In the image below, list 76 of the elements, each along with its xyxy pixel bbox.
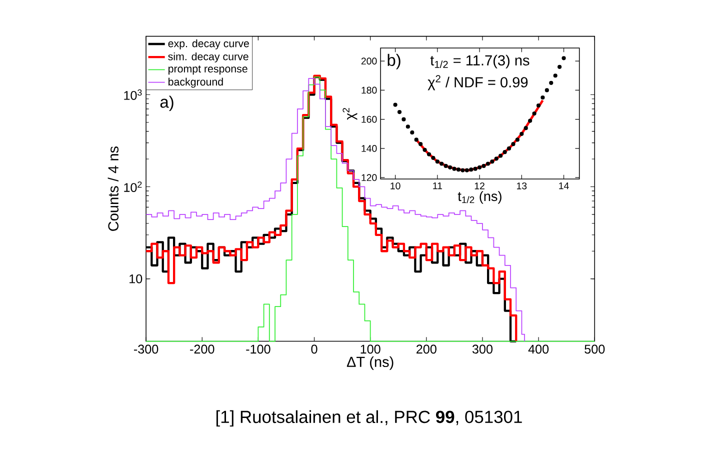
point xyxy=(414,138,418,142)
point xyxy=(482,164,486,168)
point xyxy=(440,162,444,166)
point xyxy=(524,126,528,130)
y-tick-label: 200 xyxy=(361,58,377,64)
point xyxy=(456,167,461,172)
point xyxy=(532,111,536,116)
x-tick-label: 500 xyxy=(584,344,605,354)
point xyxy=(469,167,474,172)
y-tick-label: 160 xyxy=(362,116,377,123)
point xyxy=(422,148,427,152)
point xyxy=(544,88,549,92)
x-tick-label: 300 xyxy=(472,344,493,354)
point xyxy=(562,56,566,60)
point xyxy=(520,132,524,136)
point xyxy=(549,80,554,85)
y-tick-label: 120 xyxy=(362,174,377,181)
point xyxy=(506,146,512,150)
point xyxy=(393,102,398,107)
point xyxy=(431,156,436,160)
x-axis-title: ΔT (ns) xyxy=(346,356,394,370)
y-axis-title: Counts / 4 ns xyxy=(108,146,118,231)
annotation: t$_{1/2}$ = 11.7(3) ns xyxy=(430,54,530,68)
y-tick-label: 10$^{2}$ xyxy=(124,181,142,192)
point xyxy=(558,64,562,69)
point xyxy=(515,138,520,142)
point xyxy=(435,159,440,164)
legend-label: prompt response xyxy=(168,65,248,74)
x-tick-label: 200 xyxy=(416,344,436,354)
x-tick-label: -200 xyxy=(190,344,214,354)
legend-label: exp. decay curve xyxy=(168,39,249,50)
point xyxy=(397,110,402,114)
point xyxy=(502,150,507,154)
point xyxy=(553,73,558,78)
point xyxy=(494,156,498,161)
x-tick-label: 12 xyxy=(474,182,484,190)
annotation: χ$^{2}$ / NDF = 0.99 xyxy=(428,74,528,90)
point xyxy=(460,168,465,172)
point xyxy=(473,166,478,171)
legend-label: sim. decay curve xyxy=(168,52,248,62)
annotation: a) xyxy=(160,96,174,111)
y-axis-title: χ$^{2}$ xyxy=(342,108,358,120)
point xyxy=(444,164,448,168)
point xyxy=(477,165,482,170)
text: [1] Ruotsalainen et al., PRC 99, 051301 xyxy=(216,410,522,426)
y-tick-label: 10 xyxy=(130,274,142,284)
point xyxy=(536,103,541,108)
point xyxy=(452,166,456,171)
x-tick-label: 13 xyxy=(517,182,527,190)
point xyxy=(540,95,545,100)
x-tick-label: 0 xyxy=(311,344,318,354)
x-tick-label: 11 xyxy=(433,182,442,189)
point xyxy=(402,117,406,122)
x-tick-label: 400 xyxy=(528,344,549,354)
x-axis-title: t$_{1/2}$ (ns) xyxy=(458,190,502,204)
x-tick-label: 100 xyxy=(360,344,380,354)
x-tick-label: -100 xyxy=(246,344,270,354)
point xyxy=(498,154,503,158)
point xyxy=(464,168,469,172)
point xyxy=(511,142,516,146)
point xyxy=(528,118,532,123)
x-tick-label: 10 xyxy=(390,182,400,190)
point xyxy=(448,165,452,170)
point xyxy=(486,162,490,166)
annotation: b) xyxy=(388,54,400,70)
y-tick-label: 10$^{3}$ xyxy=(124,89,142,100)
point xyxy=(418,142,423,146)
point xyxy=(406,124,410,129)
x-tick-label: -300 xyxy=(134,344,158,354)
point xyxy=(426,152,432,156)
point xyxy=(490,159,494,164)
x-tick-label: 14 xyxy=(559,182,569,189)
y-tick-label: 180 xyxy=(362,86,377,94)
point xyxy=(410,130,414,134)
y-tick-label: 140 xyxy=(362,144,377,152)
legend-label: background xyxy=(168,78,223,88)
